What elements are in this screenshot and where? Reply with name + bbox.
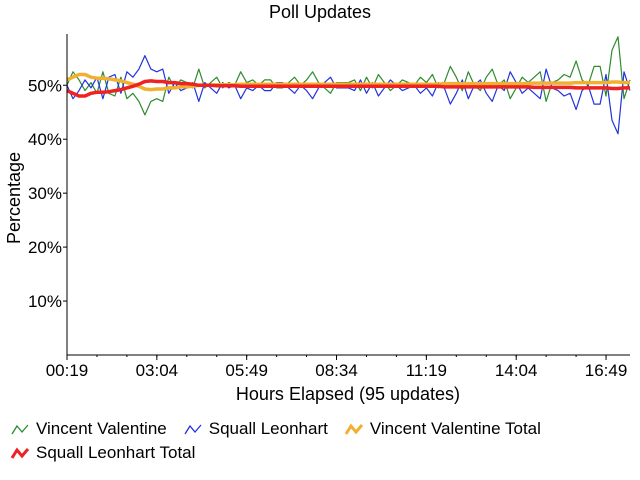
series-line-squall-leonhart-total: [66, 79, 630, 98]
series-line-squall-leonhart: [66, 54, 631, 135]
legend-item: Vincent Valentine: [10, 418, 167, 440]
legend-item: Squall Leonhart: [183, 418, 328, 440]
x-tick-label: 05:49: [225, 361, 268, 380]
series-layer: [66, 36, 631, 135]
x-tick-label: 16:49: [585, 361, 628, 380]
legend-label: Squall Leonhart: [208, 419, 328, 438]
x-tick-label: 14:04: [495, 361, 538, 380]
x-tick-label: 08:34: [315, 361, 358, 380]
chart-canvas: Poll Updates Percentage Hours Elapsed (9…: [4, 2, 631, 404]
legend-item: Vincent Valentine Total: [344, 418, 541, 440]
chart-title: Poll Updates: [269, 2, 371, 22]
x-axis-label: Hours Elapsed (95 updates): [236, 384, 460, 404]
legend-item: Squall Leonhart Total: [10, 442, 195, 464]
legend-swatch-icon: [11, 424, 29, 435]
legend-swatch-icon: [10, 447, 30, 459]
chart-legend: Vincent Valentine Squall Leonhart Vincent …: [10, 418, 630, 466]
series-line-vincent-valentine: [66, 36, 631, 116]
y-tick-label: 30%: [28, 184, 62, 203]
series-line-vincent-valentine-total: [66, 72, 630, 92]
y-tick-label: 10%: [28, 292, 62, 311]
x-tick-label: 11:19: [406, 361, 447, 380]
legend-swatch-icon: [184, 424, 202, 435]
y-tick-label: 20%: [28, 238, 62, 257]
y-axis-label: Percentage: [4, 152, 24, 244]
legend-label: Squall Leonhart Total: [36, 443, 196, 462]
legend-label: Vincent Valentine: [36, 419, 167, 438]
y-tick-label: 40%: [28, 130, 62, 149]
y-tick-label: 50%: [28, 76, 62, 95]
legend-swatch-icon: [344, 423, 363, 435]
legend-label: Vincent Valentine Total: [369, 419, 541, 438]
axes-layer: 10% 20% 30% 40% 50% 00:19 03:04 05:49 08:34 11:19…: [28, 34, 630, 380]
x-tick-label: 03:04: [136, 361, 179, 380]
x-tick-label: 00:19: [46, 361, 89, 380]
